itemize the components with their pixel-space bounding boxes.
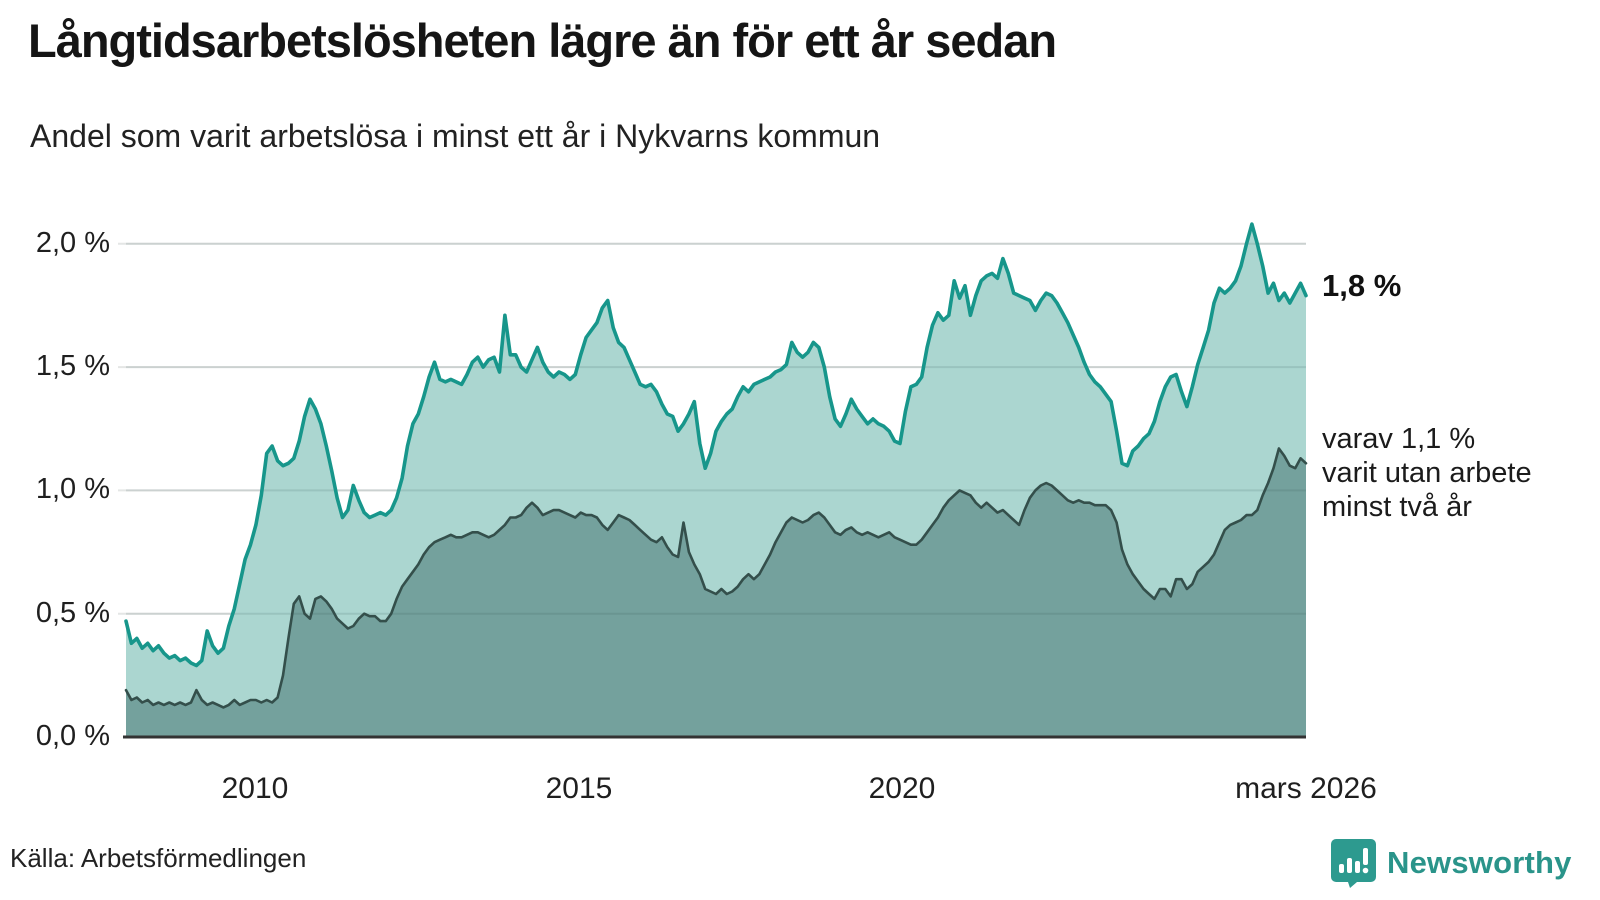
latest-value-label: 1,8 %	[1322, 268, 1402, 303]
y-axis-tick-1_0: 1,0 %	[35, 473, 110, 505]
annotation-line: varit utan arbete	[1322, 457, 1532, 489]
newsworthy-logo: Newsworthy	[1330, 838, 1572, 888]
source-credit: Källa: Arbetsförmedlingen	[10, 843, 307, 873]
logo-wordmark: Newsworthy	[1387, 845, 1572, 880]
annotation-line: varav 1,1 %	[1322, 423, 1476, 455]
x-axis-tick-2010: 2010	[221, 772, 289, 805]
y-axis-tick-2_0: 2,0 %	[35, 227, 110, 259]
page-title: Långtidsarbetslösheten lägre än för ett …	[28, 14, 1057, 67]
secondary-series-annotation: varav 1,1 % varit utan arbete minst två …	[1322, 422, 1532, 524]
page-subtitle: Andel som varit arbetslösa i minst ett å…	[30, 118, 881, 154]
y-axis-tick-0_5: 0,5 %	[35, 597, 110, 629]
y-axis-tick-0_0: 0,0 %	[35, 720, 110, 752]
x-axis-tick-2015: 2015	[545, 772, 613, 805]
y-axis-tick-1_5: 1,5 %	[35, 350, 110, 382]
x-axis-tick-mars-2026: mars 2026	[1235, 772, 1377, 805]
bar-chart-speech-bubble-icon	[1331, 839, 1376, 888]
annotation-line: minst två år	[1322, 491, 1472, 523]
x-axis-tick-2020: 2020	[868, 772, 936, 805]
